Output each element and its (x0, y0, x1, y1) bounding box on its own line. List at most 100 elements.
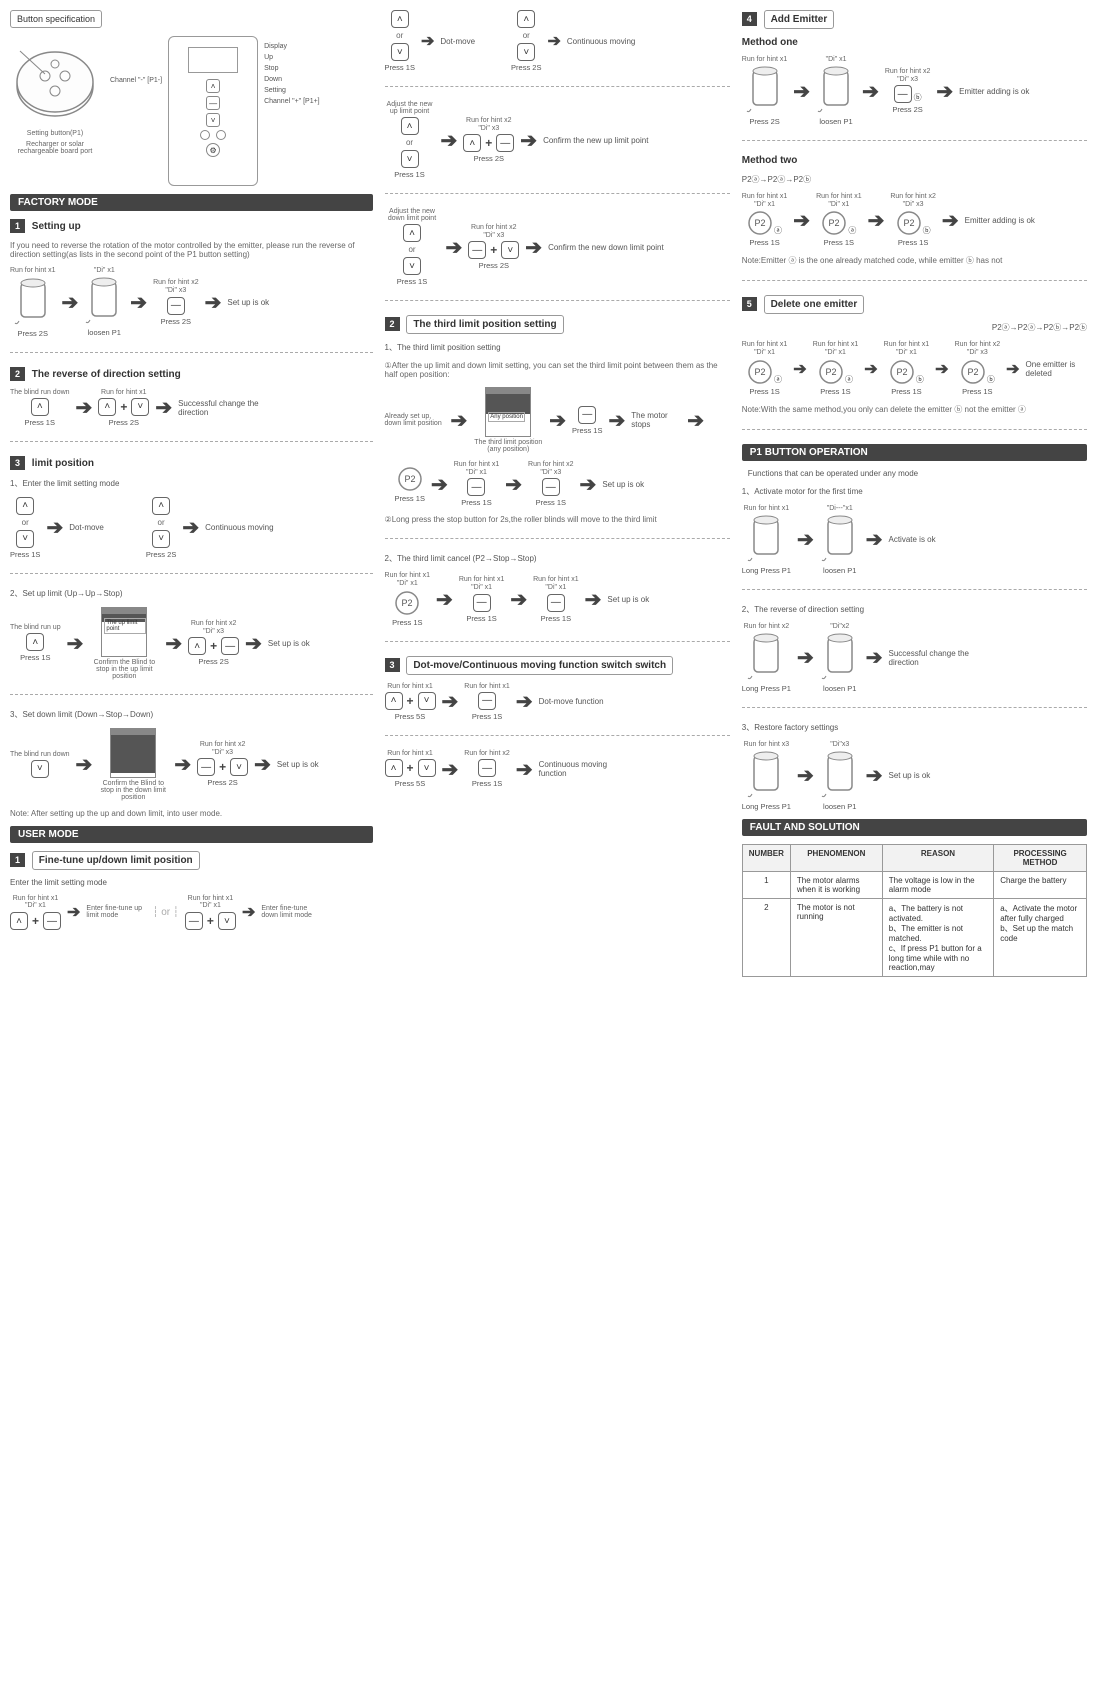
loosen-label: loosen P1 (823, 566, 856, 575)
press-label: Press 2S (161, 317, 191, 326)
recharger-label: Recharger or solar rechargeable board po… (10, 141, 100, 155)
p2-button-icon: P2 (394, 590, 420, 616)
arrow-icon: ➔ (797, 527, 814, 552)
down-key-icon: ˅ (218, 912, 236, 930)
up-key-icon: ˄ (98, 398, 116, 416)
motor-stops-text: The motor stops (631, 411, 681, 429)
arrow-icon: ➔ (864, 359, 877, 379)
fault-table: NUMBER PHENOMENON REASON PROCESSING METH… (742, 844, 1087, 977)
press-label: Press 1S (824, 238, 854, 247)
hint: Run for hint x1 (742, 193, 788, 201)
motor-icon (820, 632, 860, 682)
p2-button-icon: P2 (896, 210, 922, 236)
motor-icon (746, 750, 786, 800)
arrow-icon: ➔ (549, 408, 566, 433)
or-text: or (22, 518, 29, 527)
press-label: Press 1S (25, 418, 55, 427)
up-key-icon: ˄ (403, 224, 421, 242)
plus-icon: + (120, 400, 127, 414)
stop-key-icon: — (43, 912, 61, 930)
hint: Run for hint x1 (813, 341, 859, 349)
third-note: ①After the up limit and down limit setti… (385, 361, 730, 379)
step4-tab: 4 (742, 12, 757, 26)
down-key-icon: ˅ (403, 257, 421, 275)
stop-key-icon: — (496, 134, 514, 152)
hint: Run for hint x2 (885, 68, 931, 76)
stop-key-icon: — (894, 85, 912, 103)
press-label: Press 1S (395, 494, 425, 503)
cell: Charge the battery (994, 871, 1087, 898)
motor-icon (820, 750, 860, 800)
up-key-icon: ˄ (385, 759, 403, 777)
arrow-icon: ➔ (936, 79, 953, 104)
hint: Run for hint x1 (13, 895, 59, 903)
up-key-icon: ˄ (391, 10, 409, 28)
remote-icon: ˄ — ˅ ⚙ (168, 36, 258, 186)
arrow-icon: ➔ (67, 902, 80, 922)
hint: Run for hint x2 (744, 623, 790, 630)
note-after-limit: Note: After setting up the up and down l… (10, 809, 373, 818)
arrow-icon: ➔ (242, 902, 255, 922)
hint: "Di" x1 (754, 201, 775, 209)
down-key-icon: ˅ (230, 758, 248, 776)
already-set-text: Already set up, down limit position (385, 413, 445, 427)
functions-any: Functions that can be operated under any… (748, 469, 1087, 478)
down-key-icon: ˅ (418, 692, 436, 710)
arrow-icon: ➔ (510, 587, 527, 612)
up-key-icon: ˄ (16, 497, 34, 515)
note-emitter-two: Note:Emitter ⓐ is the one already matche… (742, 255, 1087, 266)
hint: Run for hint x1 (385, 572, 431, 580)
svg-text:P2: P2 (404, 474, 415, 484)
succ-change-text: Successful change the direction (178, 399, 268, 417)
cell: 1 (742, 871, 790, 898)
hint: Run for hint x1 (744, 505, 790, 512)
hint: "Di"x2 (830, 623, 849, 630)
cell: a、The battery is not activated. b、The em… (882, 898, 993, 976)
press-label: Press 2S (146, 550, 176, 559)
arrow-icon: ➔ (245, 631, 262, 656)
press-label: Press 1S (749, 238, 779, 247)
third-limit-title: The third limit position setting (406, 315, 563, 334)
arrow-icon: ➔ (67, 631, 84, 656)
p2-button-icon: P2 (818, 359, 844, 385)
stop-key-icon: — (473, 594, 491, 612)
setup-ok-text: Set up is ok (889, 771, 931, 780)
cell: The motor is not running (790, 898, 882, 976)
up-key-icon: ˄ (401, 117, 419, 135)
hint: "Di" x1 (397, 580, 418, 588)
confirm-up-text: Confirm the Blind to stop in the up limi… (89, 659, 159, 680)
hint: "Di" x3 (212, 749, 233, 757)
hint: "Di" x3 (967, 349, 988, 357)
loosen-label: loosen P1 (823, 684, 856, 693)
display-label: Display (264, 42, 320, 51)
confirm-new-down: Confirm the new down limit point (548, 243, 664, 252)
motor-icon (13, 277, 53, 327)
down-key-icon: ˅ (152, 530, 170, 548)
hint: Run for hint x2 (153, 279, 199, 287)
set-down-limit-label: 3、Set down limit (Down→Stop→Down) (10, 709, 373, 720)
arrow-icon: ➔ (797, 763, 814, 788)
hint: "Di" x1 (825, 349, 846, 357)
hint: "Di" x1 (754, 349, 775, 357)
enter-limit-label: 1、Enter the limit setting mode (10, 478, 373, 489)
blind-icon: The up limit point (101, 607, 147, 657)
th-method: PROCESSING METHOD (994, 844, 1087, 871)
hint: "Di" x1 (25, 902, 46, 910)
table-row: 1 The motor alarms when it is working Th… (742, 871, 1086, 898)
setting-up-title: Setting up (32, 221, 81, 232)
th-reason: REASON (882, 844, 993, 871)
motor-icon (745, 65, 785, 115)
svg-text:P2: P2 (825, 367, 836, 377)
activate-ok-text: Activate is ok (889, 535, 936, 544)
th-number: NUMBER (742, 844, 790, 871)
arrow-icon: ➔ (525, 235, 542, 260)
fine-tune-title: Fine-tune up/down limit position (32, 851, 200, 870)
hint: "Di" x3 (540, 469, 561, 477)
stop-key-icon: — (468, 241, 486, 259)
reverse-dir-title: The reverse of direction setting (32, 369, 181, 380)
loosen-label: loosen P1 (88, 328, 121, 337)
arrow-icon: ➔ (585, 587, 602, 612)
third-cancel-title: 2、The third limit cancel (P2→Stop→Stop) (385, 553, 730, 564)
press-label: Press 1S (820, 387, 850, 396)
th-phenomenon: PHENOMENON (790, 844, 882, 871)
